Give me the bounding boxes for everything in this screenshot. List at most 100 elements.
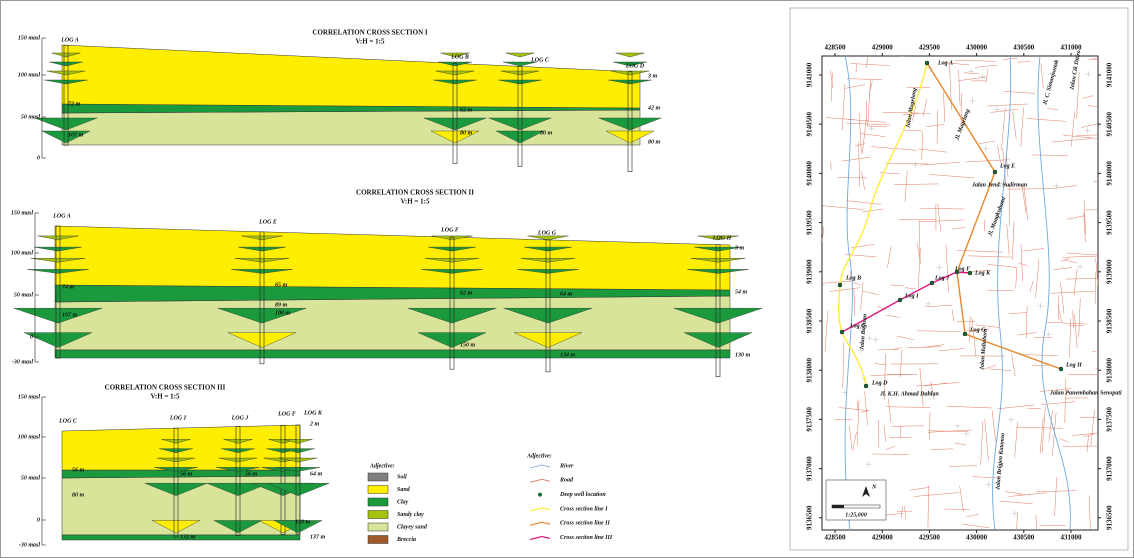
- northing-label: 9139000: [1106, 259, 1114, 284]
- elevation-label: -30 masl: [12, 359, 34, 365]
- depth-label: 134 m: [560, 352, 576, 358]
- well-location: [1059, 367, 1063, 371]
- log-label: LOG I: [169, 415, 187, 421]
- legend-label: Cross section line I: [560, 506, 608, 512]
- legend-heading: Adjective:: [526, 453, 552, 459]
- depth-label: 89 m: [275, 302, 288, 308]
- easting-label: 431000: [1061, 44, 1083, 52]
- legend-label: Soil: [397, 474, 407, 480]
- depth-label: 107 m: [62, 312, 78, 318]
- depth-label: 129 m: [295, 519, 311, 525]
- map-scale: 1:25,000: [845, 512, 867, 518]
- easting-label: 431000: [1061, 534, 1083, 542]
- well-label: Log F: [954, 266, 970, 272]
- legend-label: Road: [559, 478, 574, 484]
- depth-label: 80 m: [460, 130, 473, 136]
- street-name: Jalan Panembahan Senopati: [1049, 390, 1122, 396]
- clay-base: [55, 350, 730, 358]
- well-location: [838, 283, 842, 287]
- legend-label: Cross section line II: [560, 521, 611, 527]
- legend-label: Clayey sand: [397, 524, 428, 530]
- legend-swatch: [368, 536, 388, 544]
- legend-swatch: [368, 473, 388, 481]
- northing-label: 9137000: [806, 456, 814, 481]
- section-title: CORRELATION CROSS SECTION III: [105, 384, 226, 392]
- well-label: Log D: [871, 380, 888, 386]
- northing-label: 9139500: [1106, 210, 1114, 235]
- well-location: [993, 170, 997, 174]
- elevation-label: 100 masl: [18, 72, 41, 78]
- northing-label: 9138000: [1106, 357, 1114, 382]
- northing-label: 9136500: [1106, 505, 1114, 530]
- well-location: [963, 332, 967, 336]
- log-label: LOG A: [60, 37, 79, 43]
- well-label: Log E: [999, 163, 1015, 169]
- depth-label: 80 m: [540, 130, 553, 136]
- well-location: [898, 298, 902, 302]
- section-title: CORRELATION CROSS SECTION II: [356, 189, 474, 197]
- log-label: LOG B: [450, 54, 469, 60]
- legend-swatch: [368, 486, 388, 494]
- section-scale: V:H = 1:5: [400, 198, 430, 206]
- depth-label: 130 m: [735, 352, 751, 358]
- legend-label: Deep well location: [559, 492, 606, 498]
- legend-swatch: [368, 498, 388, 506]
- easting-label: 428500: [825, 44, 847, 52]
- section-scale: V:H = 1:5: [150, 393, 180, 401]
- sand-layer: [62, 425, 300, 470]
- log-label: LOG A: [52, 213, 71, 219]
- northing-label: 9140500: [1106, 111, 1114, 136]
- elevation-label: 100 masl: [11, 250, 34, 256]
- northing-label: 9140000: [806, 161, 814, 186]
- depth-label: 3 m: [734, 245, 745, 251]
- northing-label: 9136500: [806, 505, 814, 530]
- legend-label: River: [559, 463, 574, 469]
- depth-label: 62 m: [460, 107, 473, 113]
- depth-label: 56 m: [72, 467, 85, 473]
- elevation-label: 150 masl: [11, 210, 34, 216]
- depth-label: 2 m: [309, 421, 320, 427]
- depth-label: 3 m: [647, 73, 658, 79]
- northing-label: 9137500: [1106, 407, 1114, 432]
- legend-label: Sand: [397, 487, 411, 493]
- legend-symbol: [538, 493, 542, 497]
- legend-swatch: [368, 523, 388, 531]
- northing-label: 9141000: [806, 62, 814, 87]
- elevation-label: 150 masl: [18, 394, 41, 400]
- legend-heading: Adjective:: [369, 463, 395, 469]
- well-label: Log A: [937, 60, 953, 66]
- elevation-label: -30 masl: [19, 542, 41, 548]
- clayey-sand-layer: [55, 296, 730, 350]
- elevation-label: 50 masl: [14, 292, 34, 298]
- depth-label: 100 m: [275, 310, 291, 316]
- clayey-sand-layer: [62, 110, 640, 145]
- depth-label: 64 m: [560, 291, 573, 297]
- northing-label: 9137000: [1106, 456, 1114, 481]
- legend-label: Sandy clay: [397, 512, 424, 518]
- easting-label: 430500: [1013, 534, 1035, 542]
- well-label: Log J: [934, 275, 950, 281]
- well-location: [925, 61, 929, 65]
- log-label: LOG E: [258, 219, 277, 225]
- well-location: [930, 281, 934, 285]
- well-label: Log K: [974, 270, 991, 276]
- depth-label: 132 m: [180, 534, 196, 540]
- elevation-label: 50 masl: [21, 114, 41, 120]
- elevation-label: 0: [37, 155, 40, 161]
- northing-label: 9138000: [806, 357, 814, 382]
- north-label: N: [871, 484, 877, 490]
- northing-label: 9139000: [806, 259, 814, 284]
- legend-swatch: [368, 511, 388, 519]
- northing-label: 9137500: [806, 407, 814, 432]
- depth-label: 64 m: [310, 471, 323, 477]
- elevation-label: 0: [37, 517, 40, 523]
- log-label: LOG J: [231, 415, 250, 421]
- northing-label: 9141000: [1106, 62, 1114, 87]
- depth-label: 74 m: [62, 284, 75, 290]
- legend-label: Breccia: [396, 537, 416, 543]
- easting-label: 429500: [919, 44, 941, 52]
- depth-label: 56 m: [180, 471, 193, 477]
- northing-label: 9140500: [806, 111, 814, 136]
- street-name: Jl. K.H. Ahmad Dahlan: [879, 391, 939, 397]
- depth-label: 56 m: [245, 471, 258, 477]
